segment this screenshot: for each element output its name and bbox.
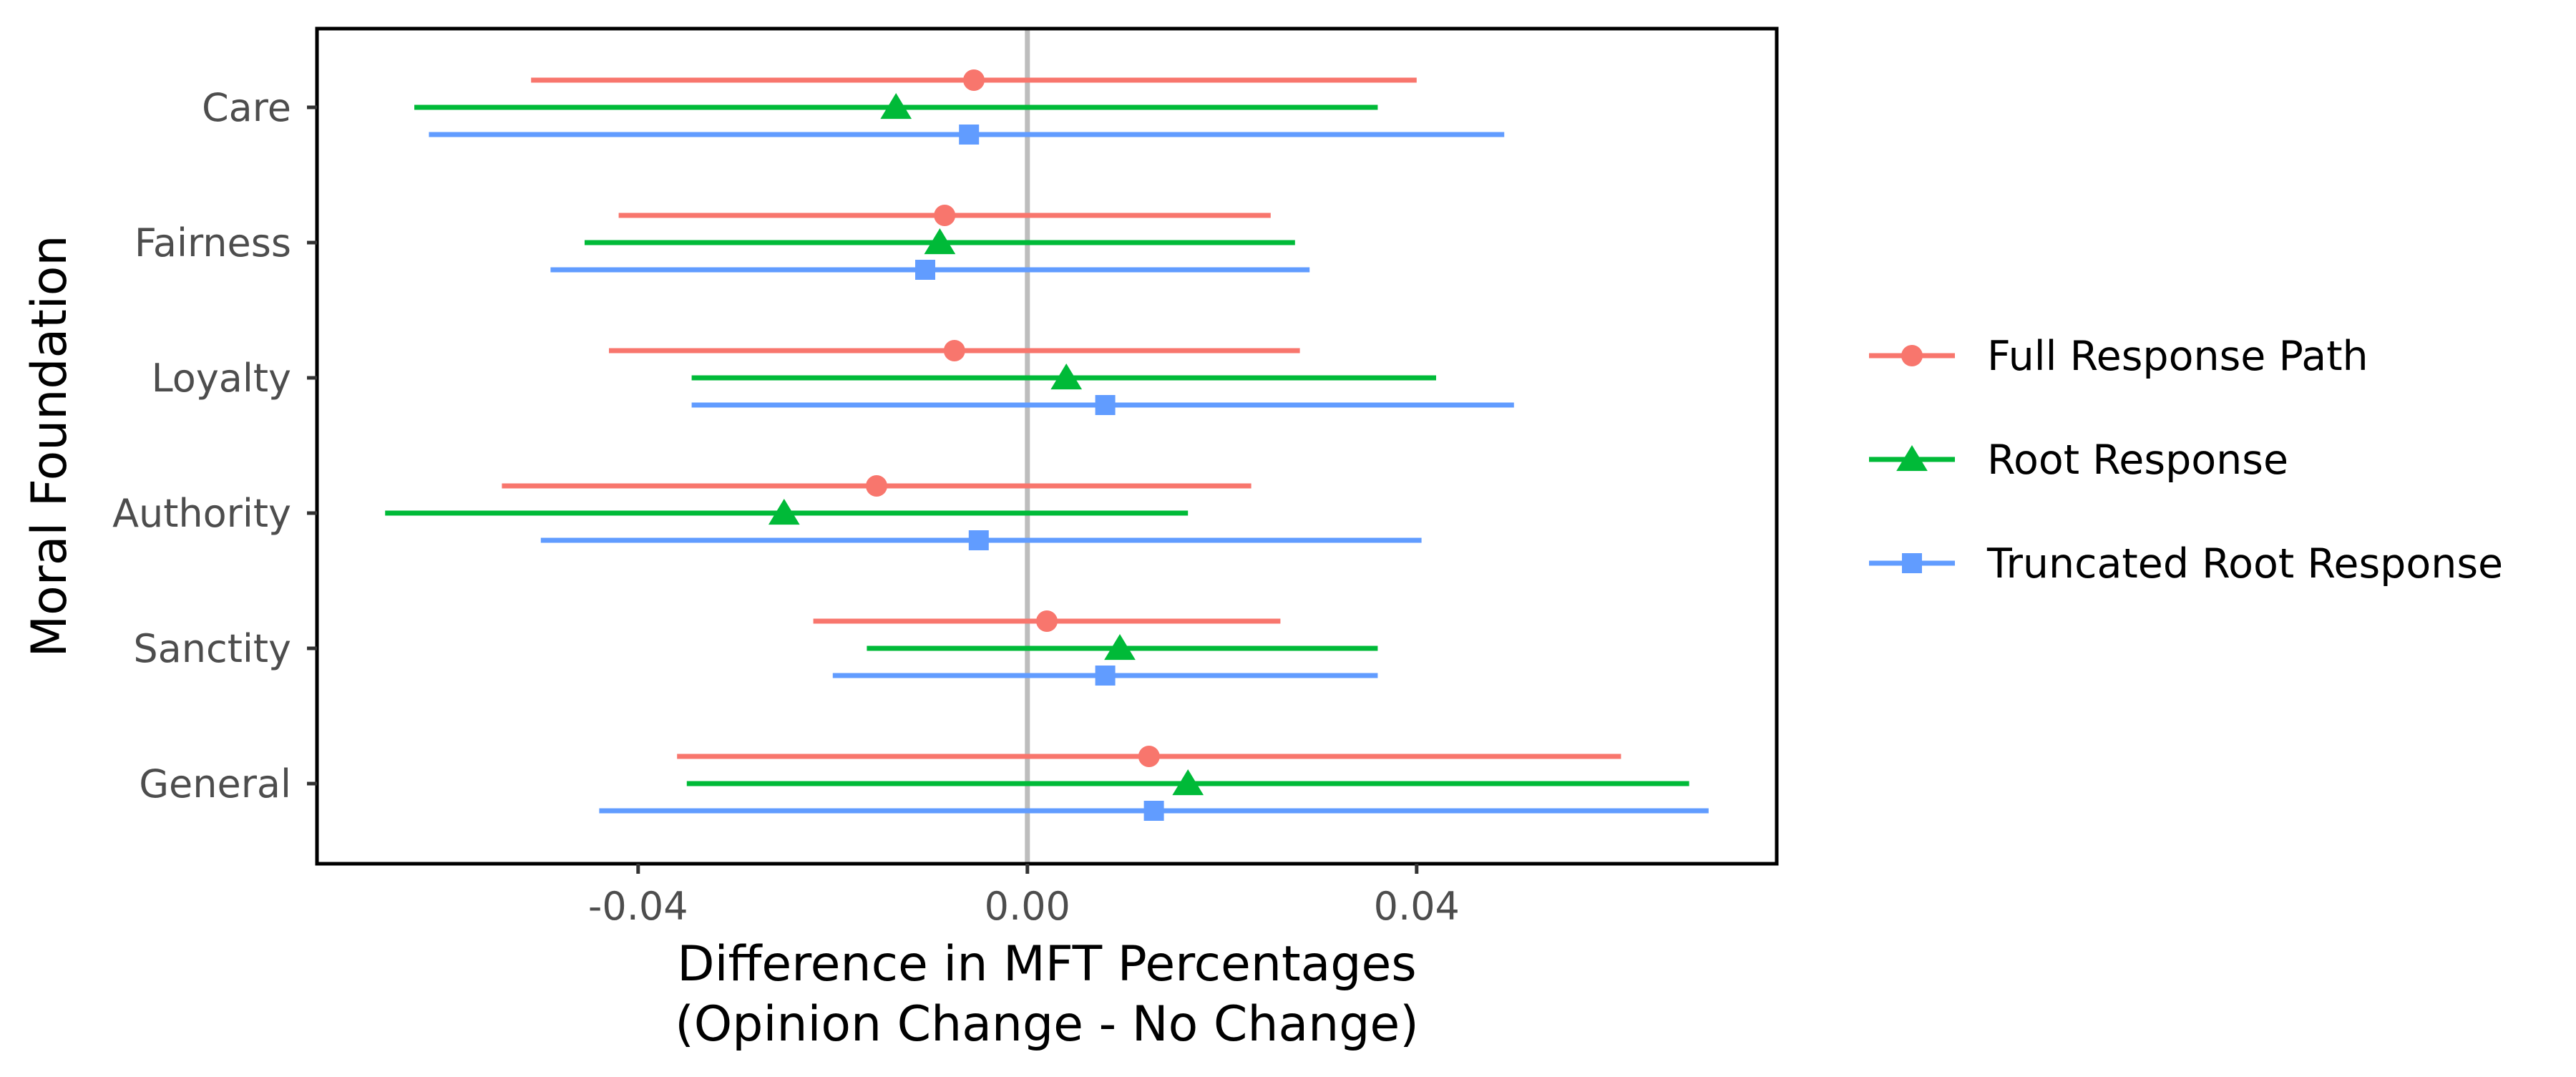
point-truncated-root-response-fairness <box>915 260 935 280</box>
legend-label-truncated-root-response: Truncated Root Response <box>1986 540 2503 588</box>
x-axis-title-line-1: Difference in MFT Percentages <box>677 936 1416 993</box>
point-full-response-path-general <box>1138 746 1160 767</box>
legend-key-marker-full-response-path <box>1901 345 1923 366</box>
y-tick-label-care: Care <box>202 85 291 130</box>
plot-panel <box>315 26 1779 866</box>
point-root-response-fairness <box>924 228 956 255</box>
point-truncated-root-response-authority <box>968 530 989 550</box>
x-tick-label-1: 0.00 <box>985 884 1070 929</box>
y-tick-label-sanctity: Sanctity <box>133 626 291 671</box>
x-axis-title-line-2: (Opinion Change - No Change) <box>675 996 1419 1053</box>
point-truncated-root-response-sanctity <box>1095 666 1116 686</box>
y-tick-label-authority: Authority <box>112 491 291 536</box>
y-tick-label-fairness: Fairness <box>135 220 291 265</box>
data-marks <box>385 69 1709 821</box>
point-full-response-path-care <box>963 69 985 91</box>
point-root-response-general <box>1172 769 1204 796</box>
y-tick-label-general: General <box>139 761 291 806</box>
point-full-response-path-fairness <box>934 205 956 226</box>
panel-border <box>315 26 1779 866</box>
point-truncated-root-response-general <box>1143 801 1164 821</box>
axes: Care Fairness Loyalty Authority Sanctity Gene… <box>21 85 1460 1053</box>
legend-key-marker-root-response <box>1896 445 1928 472</box>
legend: Full Response Path Root Response Truncated… <box>1869 333 2503 588</box>
x-tick-label-0: -0.04 <box>588 884 688 929</box>
point-root-response-authority <box>768 499 800 525</box>
x-tick-label-2: 0.04 <box>1374 884 1460 929</box>
y-axis-title: Moral Foundation <box>21 235 78 658</box>
point-truncated-root-response-loyalty <box>1095 395 1116 415</box>
legend-key-marker-truncated-root-response <box>1902 553 1922 573</box>
point-full-response-path-authority <box>866 475 887 497</box>
point-root-response-loyalty <box>1050 364 1083 390</box>
point-root-response-care <box>880 93 912 120</box>
point-root-response-sanctity <box>1104 634 1136 661</box>
legend-label-root-response: Root Response <box>1987 437 2288 484</box>
legend-label-full-response-path: Full Response Path <box>1987 333 2368 380</box>
point-full-response-path-loyalty <box>943 340 965 361</box>
point-truncated-root-response-care <box>959 125 980 145</box>
y-tick-label-loyalty: Loyalty <box>152 356 291 401</box>
point-full-response-path-sanctity <box>1036 610 1058 632</box>
